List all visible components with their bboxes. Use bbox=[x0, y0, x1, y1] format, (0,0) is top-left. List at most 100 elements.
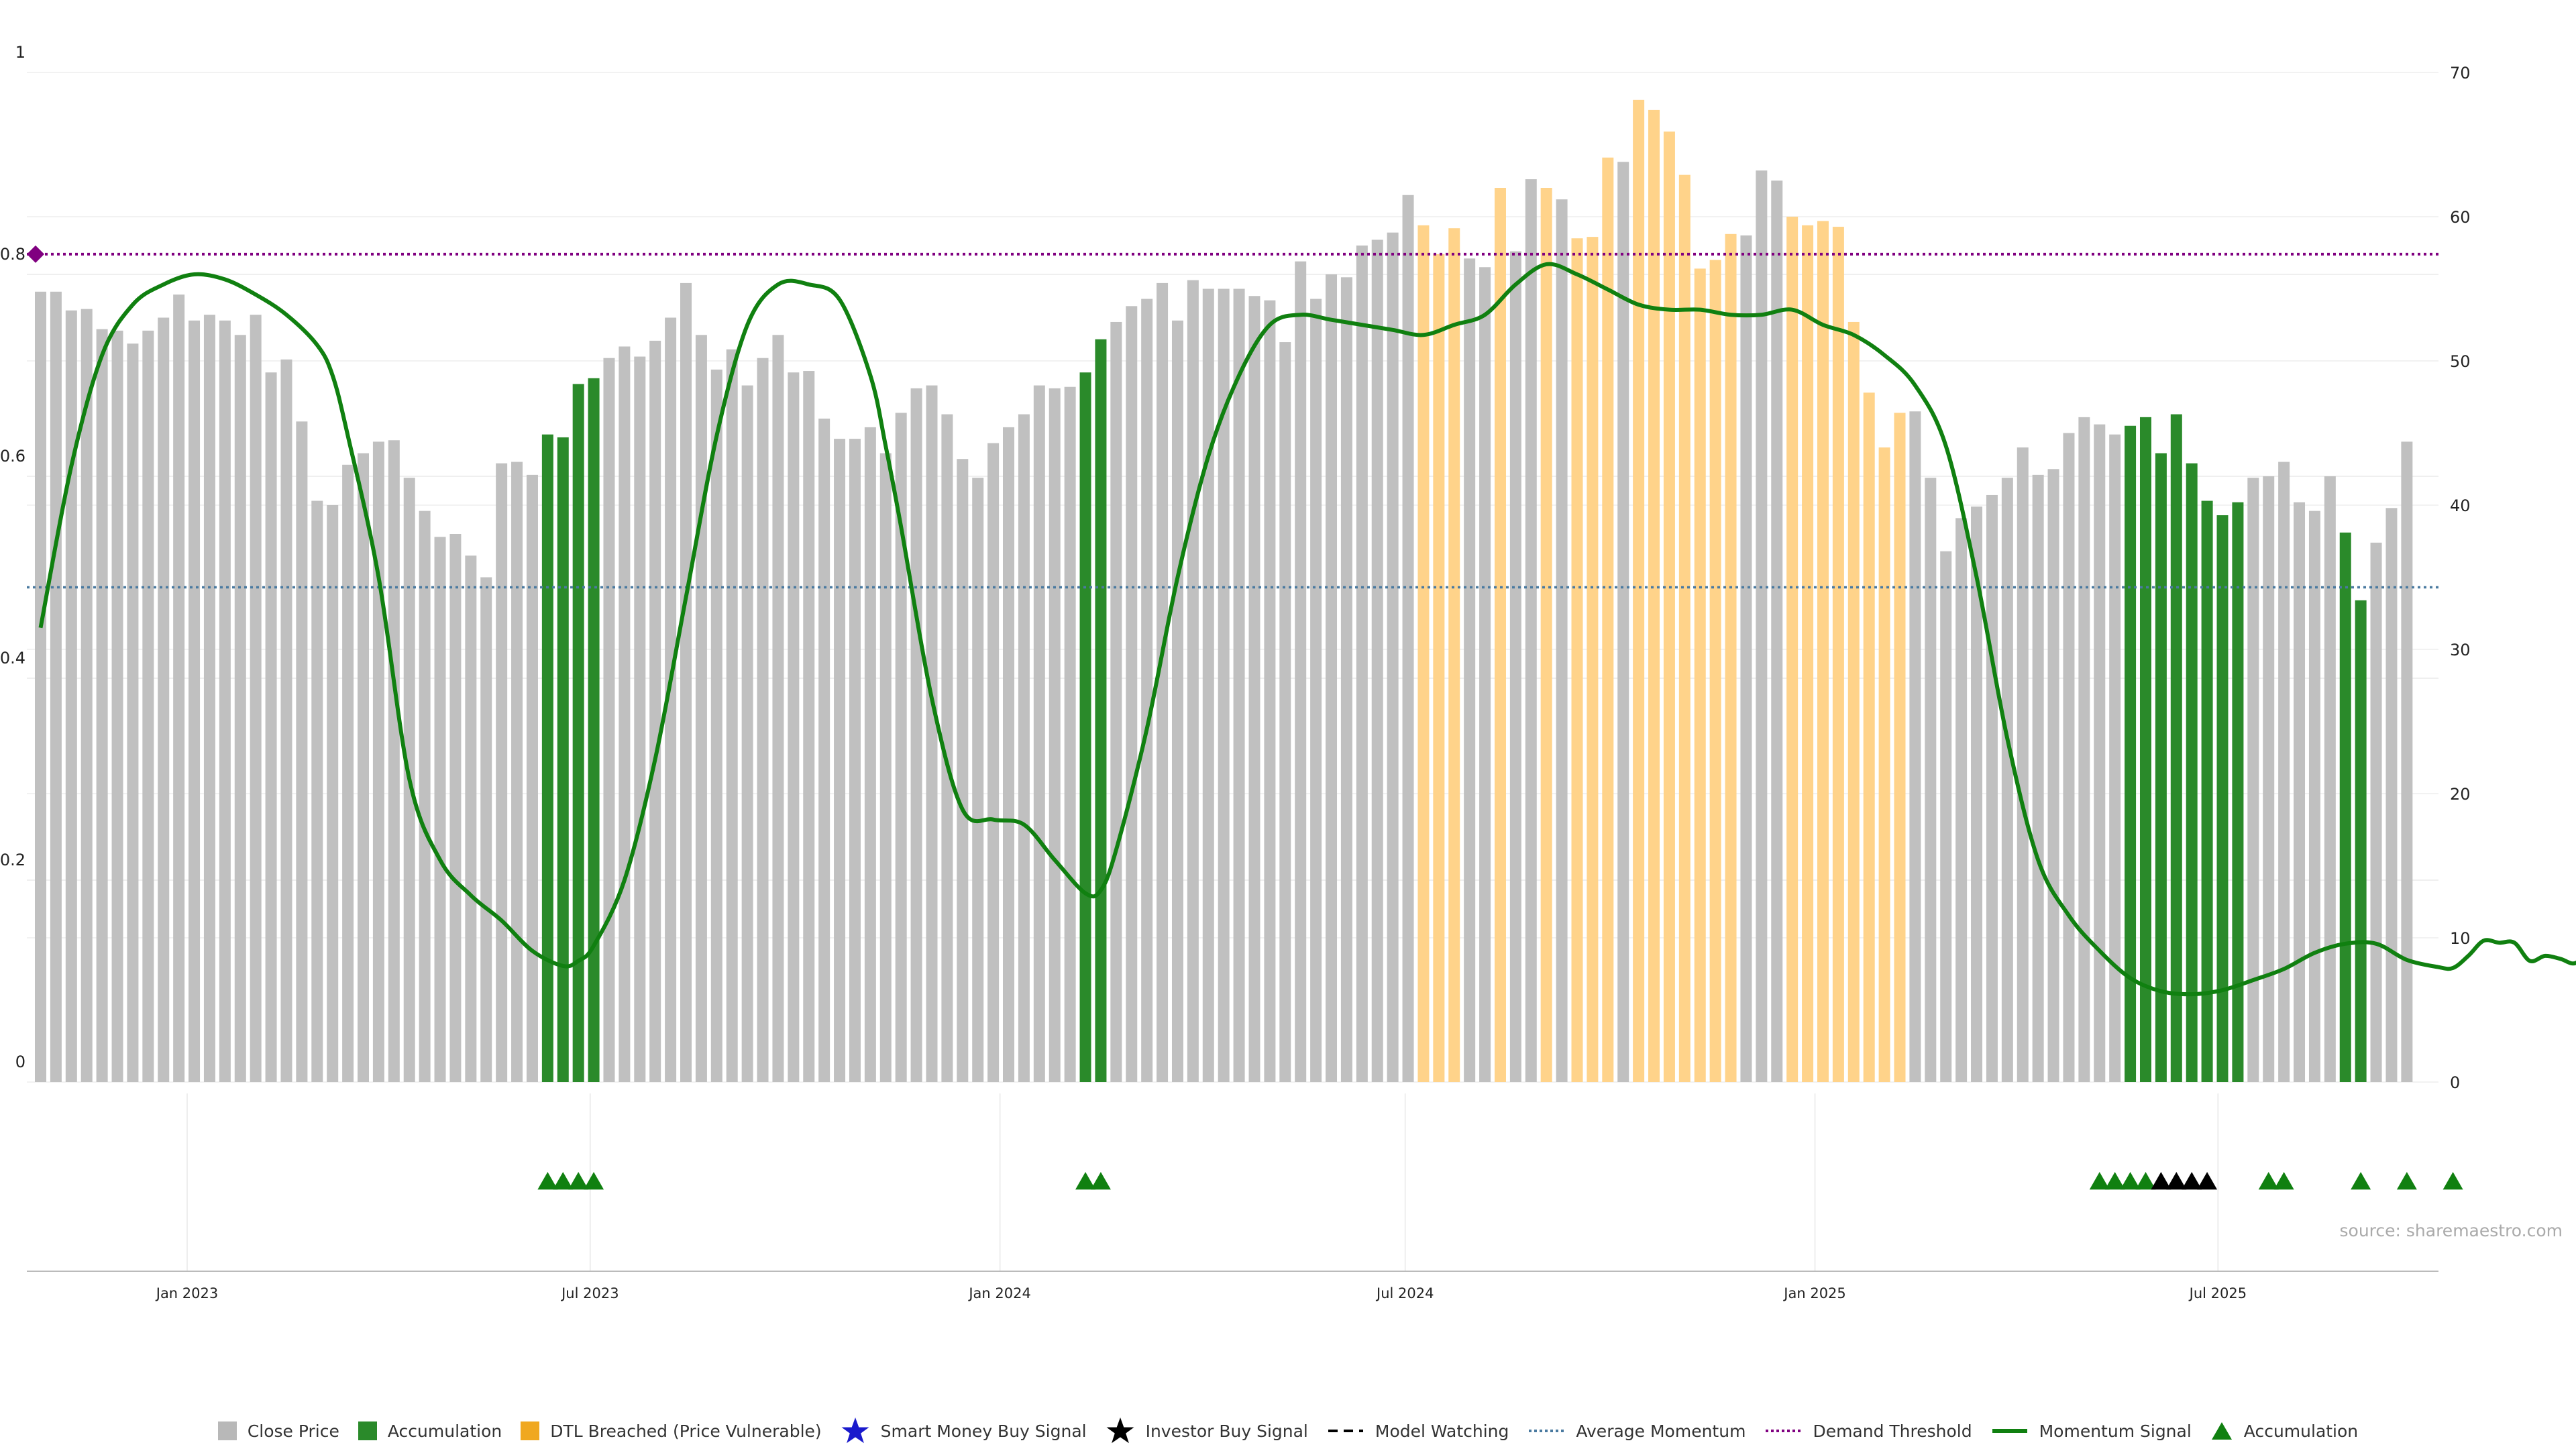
investor-buy-marker-2 bbox=[2182, 1172, 2202, 1190]
legend-label: Demand Threshold bbox=[1813, 1421, 1972, 1441]
bar-13 bbox=[234, 335, 246, 1082]
legend-swatch-icon bbox=[521, 1421, 540, 1440]
bar-66 bbox=[1049, 388, 1061, 1082]
bar-103 bbox=[1617, 162, 1629, 1082]
accumulation-marker-0 bbox=[537, 1172, 558, 1190]
investor-buy-marker-1 bbox=[2166, 1172, 2187, 1190]
bar-47 bbox=[757, 358, 769, 1083]
bar-152 bbox=[2370, 542, 2382, 1082]
legend-item-8: Momentum Signal bbox=[1991, 1421, 2192, 1441]
bar-94 bbox=[1479, 267, 1491, 1082]
left-tick-2: 0.4 bbox=[0, 649, 25, 667]
accumulation-marker-5 bbox=[1090, 1172, 1111, 1190]
legend-swatch-icon bbox=[217, 1421, 237, 1440]
bar-83 bbox=[1310, 299, 1322, 1082]
bar-98 bbox=[1540, 188, 1552, 1082]
bar-53 bbox=[849, 439, 861, 1082]
accumulation-marker-4 bbox=[1075, 1172, 1096, 1190]
bar-50 bbox=[803, 371, 815, 1082]
bar-121 bbox=[1894, 413, 1906, 1082]
bar-1 bbox=[50, 291, 62, 1082]
bar-97 bbox=[1525, 179, 1537, 1083]
left-tick-5: 1 bbox=[15, 43, 25, 62]
bar-0 bbox=[35, 291, 46, 1082]
legend-line-icon bbox=[1527, 1428, 1565, 1434]
bar-150 bbox=[2339, 532, 2351, 1082]
bar-112 bbox=[1756, 170, 1768, 1083]
bar-19 bbox=[327, 505, 339, 1082]
bar-149 bbox=[2324, 476, 2336, 1082]
bar-60 bbox=[957, 459, 969, 1082]
legend-triangle-icon bbox=[2210, 1421, 2233, 1441]
bar-84 bbox=[1326, 274, 1338, 1082]
x-tick-0: Jan 2023 bbox=[155, 1285, 219, 1301]
investor-buy-marker-3 bbox=[2197, 1172, 2218, 1190]
legend-label: Accumulation bbox=[2243, 1421, 2359, 1441]
legend-star-icon bbox=[1106, 1416, 1135, 1446]
bar-117 bbox=[1832, 227, 1844, 1082]
bar-16 bbox=[280, 359, 292, 1082]
bar-114 bbox=[1786, 217, 1799, 1082]
bar-36 bbox=[588, 378, 600, 1082]
bar-55 bbox=[879, 453, 892, 1082]
right-tick-0: 0 bbox=[2450, 1073, 2460, 1092]
right-tick-5: 50 bbox=[2450, 352, 2471, 371]
bar-46 bbox=[741, 385, 753, 1082]
bar-86 bbox=[1356, 246, 1368, 1082]
right-tick-3: 30 bbox=[2450, 641, 2471, 659]
bar-18 bbox=[311, 500, 323, 1082]
bar-11 bbox=[203, 315, 215, 1083]
bar-2 bbox=[65, 310, 77, 1082]
x-tick-4: Jan 2025 bbox=[1782, 1285, 1846, 1301]
bar-45 bbox=[726, 349, 738, 1082]
bar-4 bbox=[96, 329, 108, 1083]
bar-148 bbox=[2308, 511, 2320, 1082]
accumulation-marker-11 bbox=[2273, 1172, 2294, 1190]
bar-23 bbox=[388, 440, 400, 1082]
bar-153 bbox=[2385, 508, 2398, 1082]
bar-108 bbox=[1694, 268, 1706, 1082]
bar-95 bbox=[1494, 188, 1506, 1082]
x-tick-3: Jul 2024 bbox=[1375, 1285, 1434, 1301]
legend-item-2: DTL Breached (Price Vulnerable) bbox=[521, 1421, 822, 1441]
right-tick-7: 70 bbox=[2450, 64, 2471, 83]
bar-147 bbox=[2294, 502, 2306, 1082]
bar-128 bbox=[2001, 478, 2013, 1082]
left-tick-0: 0 bbox=[15, 1053, 25, 1071]
bar-75 bbox=[1187, 280, 1199, 1083]
bar-28 bbox=[465, 555, 477, 1082]
investor-buy-marker-0 bbox=[2151, 1172, 2171, 1190]
bar-21 bbox=[358, 453, 370, 1082]
bar-143 bbox=[2232, 502, 2244, 1082]
left-tick-3: 0.6 bbox=[0, 447, 25, 466]
accumulation-marker-14 bbox=[2443, 1172, 2463, 1190]
bar-151 bbox=[2355, 600, 2367, 1082]
bar-140 bbox=[2186, 463, 2198, 1082]
grid-lines bbox=[27, 72, 2438, 1271]
bar-59 bbox=[941, 414, 953, 1082]
bar-9 bbox=[173, 294, 185, 1083]
legend-line-icon bbox=[1764, 1428, 1802, 1434]
bar-17 bbox=[296, 421, 308, 1082]
bar-144 bbox=[2247, 478, 2259, 1082]
bar-31 bbox=[511, 462, 523, 1082]
bar-87 bbox=[1371, 239, 1383, 1082]
bar-52 bbox=[834, 439, 846, 1082]
bar-124 bbox=[1940, 551, 1952, 1082]
bar-14 bbox=[250, 315, 262, 1083]
bar-30 bbox=[496, 463, 508, 1082]
bar-3 bbox=[80, 309, 93, 1083]
bar-48 bbox=[772, 335, 784, 1082]
bar-34 bbox=[557, 437, 569, 1082]
bar-73 bbox=[1157, 282, 1169, 1082]
signal-markers bbox=[537, 1172, 2463, 1190]
bar-63 bbox=[1003, 427, 1015, 1082]
bar-82 bbox=[1295, 261, 1307, 1082]
bar-49 bbox=[788, 372, 800, 1083]
bar-44 bbox=[710, 369, 722, 1082]
accumulation-marker-2 bbox=[568, 1172, 589, 1190]
bar-146 bbox=[2278, 462, 2290, 1082]
bar-142 bbox=[2216, 515, 2229, 1082]
bar-90 bbox=[1417, 225, 1430, 1082]
bar-72 bbox=[1141, 299, 1153, 1082]
